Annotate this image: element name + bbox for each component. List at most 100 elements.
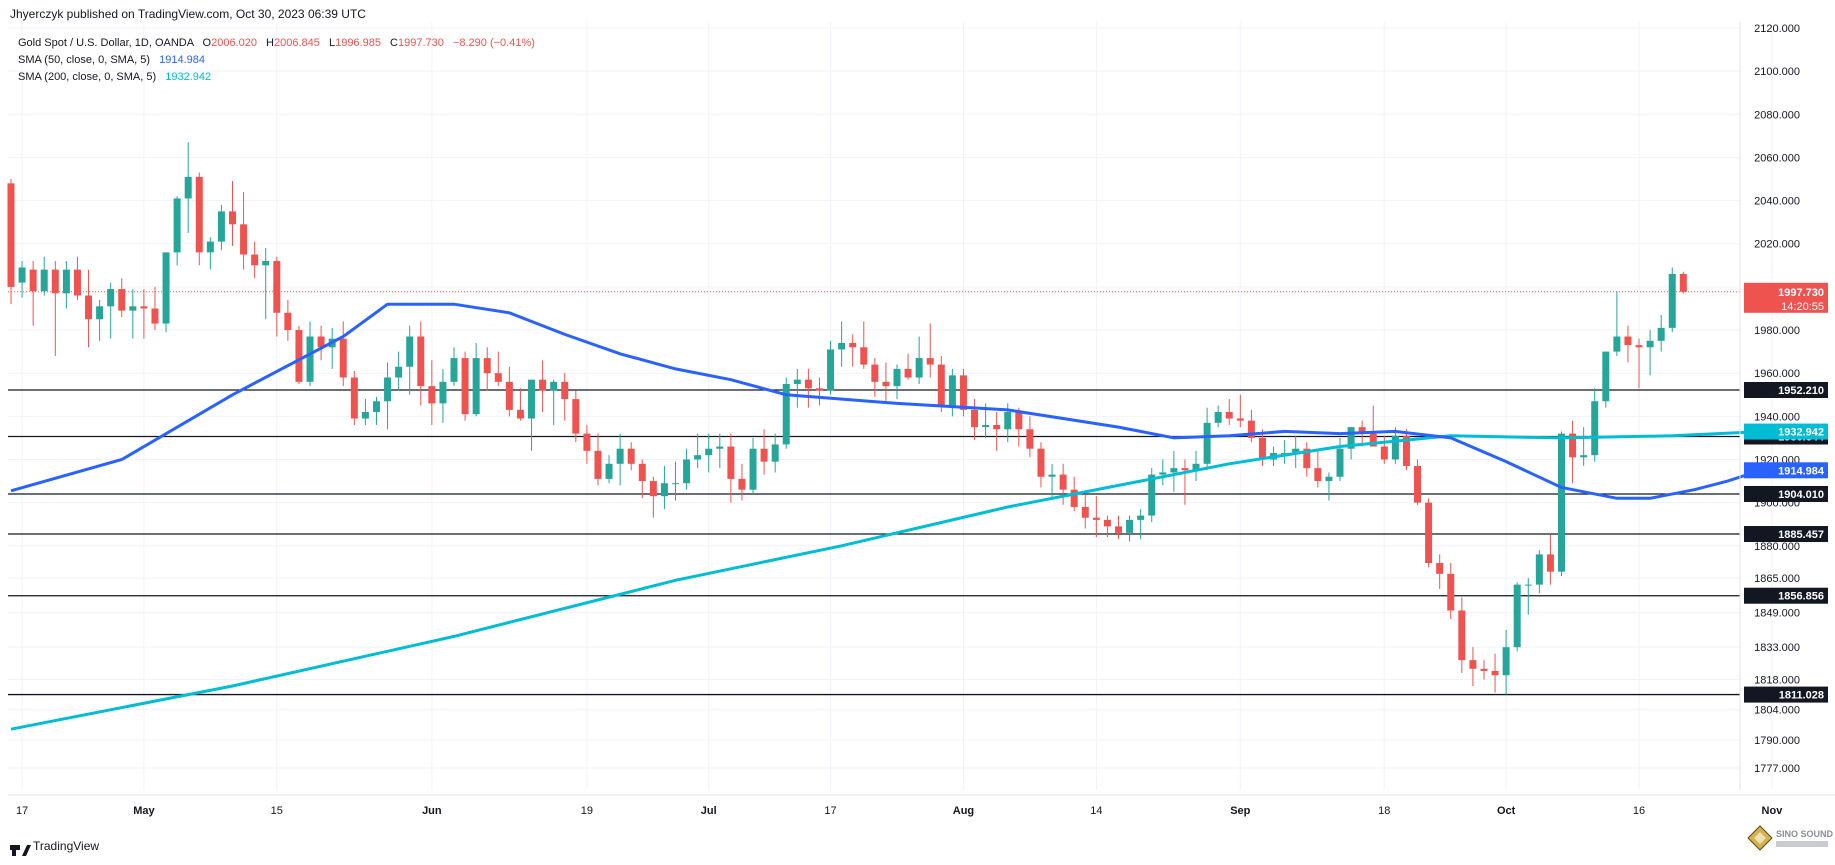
candle (339, 321, 347, 387)
level-price-tag-text: 1904.010 (1778, 489, 1824, 501)
candle (1203, 407, 1211, 471)
candle-body (483, 358, 491, 374)
candle (1679, 271, 1687, 294)
candle-body (1225, 412, 1233, 419)
candle (1314, 450, 1322, 488)
candle (240, 191, 248, 270)
sma200-legend[interactable]: SMA (200, close, 0, SMA, 5) 1932.942 (18, 71, 211, 83)
watermark-diamond-inner (1754, 832, 1766, 844)
candle-body (1092, 517, 1100, 520)
candle (118, 278, 126, 318)
candle-body (672, 483, 679, 485)
sma50-legend[interactable]: SMA (50, close, 0, SMA, 5) 1914.984 (18, 54, 205, 66)
level-price-tag-text: 1856.856 (1778, 591, 1824, 603)
tradingview-logo[interactable]: TradingView (10, 839, 99, 856)
candle (1613, 291, 1621, 356)
candle-body (1480, 668, 1488, 671)
candle (284, 299, 292, 341)
candle (317, 325, 325, 361)
candle (528, 379, 536, 451)
candle (1635, 338, 1643, 389)
open-label: O (203, 37, 212, 49)
y-tick-label: 2020.000 (1754, 239, 1800, 251)
level-price-tag-bg (1744, 526, 1828, 543)
candle-body (660, 483, 668, 497)
candle (406, 325, 414, 395)
candle-body (1646, 340, 1654, 348)
symbol-legend[interactable]: Gold Spot / U.S. Dollar, 1D, OANDA O2006… (18, 37, 535, 49)
candle-body (1059, 474, 1067, 490)
time-axis[interactable]: 17May15Jun19Jul17Aug14Sep18Oct16Nov13 (16, 805, 1835, 817)
candle (18, 261, 26, 298)
candle (229, 181, 236, 246)
x-tick-label: Nov (1762, 805, 1784, 817)
candle (40, 256, 48, 296)
candle (1624, 325, 1632, 363)
candle-body (129, 306, 137, 311)
candle-body (195, 176, 203, 253)
candle-body (1115, 526, 1122, 533)
candle (1247, 409, 1255, 443)
candle-body (206, 241, 214, 253)
candle-body (1668, 273, 1676, 328)
x-tick-label: Jul (701, 805, 717, 817)
x-tick-label: 15 (271, 805, 283, 817)
candle-body (1535, 554, 1543, 585)
candle-body (439, 381, 447, 404)
price-axis[interactable]: 2120.000 2100.000 2080.000 2060.000 2040.000… (1754, 23, 1800, 775)
level-price-tag: 1856.856 (1744, 587, 1828, 604)
watermark-subtext (1776, 841, 1828, 847)
x-tick-label: Aug (953, 805, 974, 817)
candle-body (915, 358, 923, 378)
close-label: C (390, 37, 398, 49)
watermark-badge: SINO SOUND (1747, 825, 1834, 851)
sma200-price-tag: 1932.942 (1744, 423, 1828, 440)
candle-body (993, 424, 1001, 430)
candle-body (229, 211, 236, 225)
candle-body (1137, 515, 1145, 520)
y-tick-label: 1960.000 (1754, 368, 1800, 380)
candle-body (782, 383, 790, 445)
candle (1236, 394, 1244, 428)
candle (727, 433, 735, 503)
candle-body (1569, 433, 1577, 458)
candle-body (1502, 647, 1510, 676)
y-tick-label: 1790.000 (1754, 735, 1800, 747)
y-tick-label: 1865.000 (1754, 573, 1800, 585)
last-price-tag-bg (1744, 282, 1828, 313)
x-tick-label: Jun (422, 805, 442, 817)
y-tick-label: 1777.000 (1754, 763, 1800, 775)
x-tick-label: 14 (1090, 805, 1102, 817)
candle-body (1258, 437, 1266, 460)
candle (926, 323, 934, 378)
candle-body (638, 463, 646, 482)
candle (1458, 597, 1466, 674)
sma50-legend-value: 1914.984 (159, 54, 205, 66)
candle (827, 340, 835, 395)
sma200-price-tag-bg (1744, 423, 1828, 440)
candle-body (240, 224, 248, 255)
candle-body (1281, 453, 1289, 455)
sma50-legend-label: SMA (50, close, 0, SMA, 5) (18, 54, 150, 66)
candle (893, 364, 901, 400)
candle (738, 463, 746, 501)
candle (1580, 427, 1588, 466)
candle-body (262, 261, 270, 266)
candle (660, 465, 668, 510)
candle-body (62, 269, 70, 294)
candle (539, 360, 547, 413)
candle-body (1236, 418, 1244, 421)
candle (993, 412, 1001, 451)
y-tick-label: 2080.000 (1754, 109, 1800, 121)
candle (1469, 647, 1477, 687)
candle (1015, 407, 1023, 447)
candle (273, 256, 281, 337)
last-price-countdown: 14:20:55 (1781, 301, 1824, 313)
watermark-text: SINO SOUND (1776, 829, 1834, 839)
candle-body (162, 252, 170, 324)
candle (583, 424, 591, 464)
level-price-tag: 1811.028 (1744, 686, 1828, 703)
candle (96, 299, 104, 341)
candle (1336, 437, 1344, 482)
candle-body (118, 289, 126, 311)
